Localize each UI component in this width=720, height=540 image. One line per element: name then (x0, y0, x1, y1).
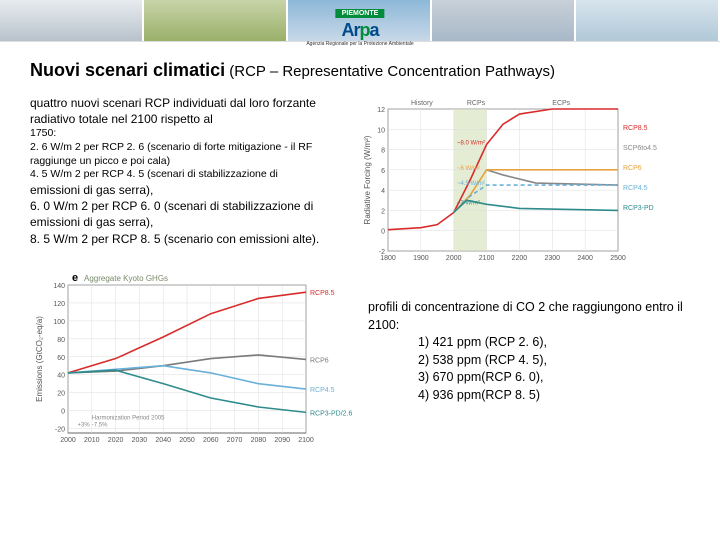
svg-text:2200: 2200 (512, 255, 528, 262)
para-small: 1750: (30, 127, 350, 141)
svg-text:1900: 1900 (413, 255, 429, 262)
chart-emissions: -200204060801001201402000201020202030204… (30, 269, 360, 449)
svg-text:Harmonization Period 2005: Harmonization Period 2005 (92, 416, 165, 422)
row-1: quattro nuovi scenari RCP individuati da… (30, 95, 690, 265)
svg-text:RCP6: RCP6 (310, 357, 329, 364)
svg-text:60: 60 (57, 355, 65, 362)
svg-text:2300: 2300 (544, 255, 560, 262)
row-2: -200204060801001201402000201020202030204… (30, 269, 690, 449)
svg-text:~8.0 W/m²: ~8.0 W/m² (457, 141, 485, 147)
list-item: 3) 670 ppm(RCP 6. 0), (368, 369, 690, 387)
svg-text:~4.5 W/m²: ~4.5 W/m² (457, 181, 485, 187)
list-item: 4) 936 ppm(RCP 8. 5) (368, 387, 690, 405)
svg-text:0: 0 (381, 229, 385, 236)
svg-text:2040: 2040 (155, 437, 171, 444)
svg-text:RCP3-PD/2.6: RCP3-PD/2.6 (310, 410, 353, 417)
svg-text:~6 W/m²: ~6 W/m² (457, 166, 480, 172)
svg-text:2100: 2100 (298, 437, 314, 444)
svg-text:4: 4 (381, 188, 385, 195)
svg-text:2500: 2500 (610, 255, 626, 262)
svg-text:2020: 2020 (108, 437, 124, 444)
svg-text:ECPs: ECPs (552, 100, 570, 107)
logo-subtitle: Agenzia Regionale per la Protezione Ambi… (306, 41, 413, 47)
svg-text:RCP4.5: RCP4.5 (623, 185, 648, 192)
svg-text:6: 6 (381, 168, 385, 175)
para-small: 2. 6 W/m 2 per RCP 2. 6 (scenario di for… (30, 141, 350, 168)
svg-text:0: 0 (61, 409, 65, 416)
svg-text:RCP6: RCP6 (623, 165, 642, 172)
svg-text:-20: -20 (55, 427, 65, 434)
svg-text:SCP6to4.5: SCP6to4.5 (623, 145, 657, 152)
svg-text:~3 W/m²: ~3 W/m² (457, 200, 480, 206)
chart-radiative-forcing: -202468101218001900200021002200230024002… (358, 95, 690, 265)
text-block-profiles: profili di concentrazione di CO 2 che ra… (368, 269, 690, 449)
svg-text:20: 20 (57, 391, 65, 398)
svg-text:120: 120 (53, 301, 65, 308)
svg-text:1800: 1800 (380, 255, 396, 262)
svg-text:RCP3-PD: RCP3-PD (623, 205, 654, 212)
svg-text:2050: 2050 (179, 437, 195, 444)
svg-text:RCP4.5: RCP4.5 (310, 387, 335, 394)
svg-text:2: 2 (381, 208, 385, 215)
svg-text:Aggregate Kyoto GHGs: Aggregate Kyoto GHGs (84, 274, 168, 283)
text-block-scenarios: quattro nuovi scenari RCP individuati da… (30, 95, 350, 265)
list-item: 2) 538 ppm (RCP 4. 5), (368, 352, 690, 370)
svg-text:140: 140 (53, 283, 65, 290)
banner-photo (432, 0, 576, 41)
para: 6. 0 W/m 2 per RCP 6. 0 (scenari di stab… (30, 198, 350, 230)
svg-text:RCP8.5: RCP8.5 (623, 125, 648, 132)
svg-text:2090: 2090 (274, 437, 290, 444)
para-small: 4. 5 W/m 2 per RCP 4. 5 (scenari di stab… (30, 168, 350, 182)
arpa-logo: PIEMONTE Arpa Agenzia Regionale per la P… (306, 2, 413, 47)
svg-text:2080: 2080 (251, 437, 267, 444)
svg-text:2000: 2000 (60, 437, 76, 444)
para: emissioni di gas serra), (30, 182, 350, 198)
svg-text:RCP8.5: RCP8.5 (310, 290, 335, 297)
chart2-svg: -200204060801001201402000201020202030204… (30, 269, 360, 449)
svg-text:2060: 2060 (203, 437, 219, 444)
svg-text:80: 80 (57, 337, 65, 344)
svg-text:Radiative Forcing (W/m²): Radiative Forcing (W/m²) (363, 135, 372, 224)
para: 8. 5 W/m 2 per RCP 8. 5 (scenario con em… (30, 231, 350, 247)
svg-text:RCPs: RCPs (467, 100, 486, 107)
svg-text:-7.5%: -7.5% (92, 423, 108, 429)
page-title: Nuovi scenari climatici (RCP – Represent… (30, 60, 690, 81)
svg-text:2030: 2030 (132, 437, 148, 444)
banner-photo (576, 0, 720, 41)
para: quattro nuovi scenari RCP individuati da… (30, 95, 350, 127)
svg-text:e: e (72, 272, 78, 284)
svg-text:2010: 2010 (84, 437, 100, 444)
para: profili di concentrazione di CO 2 che ra… (368, 299, 690, 334)
list-item: 1) 421 ppm (RCP 2. 6), (368, 334, 690, 352)
svg-text:+3%: +3% (78, 423, 91, 429)
chart1-svg: -202468101218001900200021002200230024002… (358, 95, 668, 265)
svg-text:Emissions (GtCO₂-eq/a): Emissions (GtCO₂-eq/a) (35, 316, 44, 402)
header-banner: PIEMONTE Arpa Agenzia Regionale per la P… (0, 0, 720, 42)
svg-text:2400: 2400 (577, 255, 593, 262)
svg-text:10: 10 (377, 127, 385, 134)
slide-content: Nuovi scenari climatici (RCP – Represent… (0, 42, 720, 449)
logo-region: PIEMONTE (336, 9, 385, 18)
svg-text:40: 40 (57, 373, 65, 380)
svg-text:8: 8 (381, 148, 385, 155)
logo-text: Arpa (306, 20, 413, 41)
svg-text:2000: 2000 (446, 255, 462, 262)
banner-photo (0, 0, 144, 41)
svg-text:History: History (411, 100, 433, 107)
svg-text:2100: 2100 (479, 255, 495, 262)
svg-text:100: 100 (53, 319, 65, 326)
banner-photo (144, 0, 288, 41)
svg-text:2070: 2070 (227, 437, 243, 444)
svg-text:12: 12 (377, 107, 385, 114)
